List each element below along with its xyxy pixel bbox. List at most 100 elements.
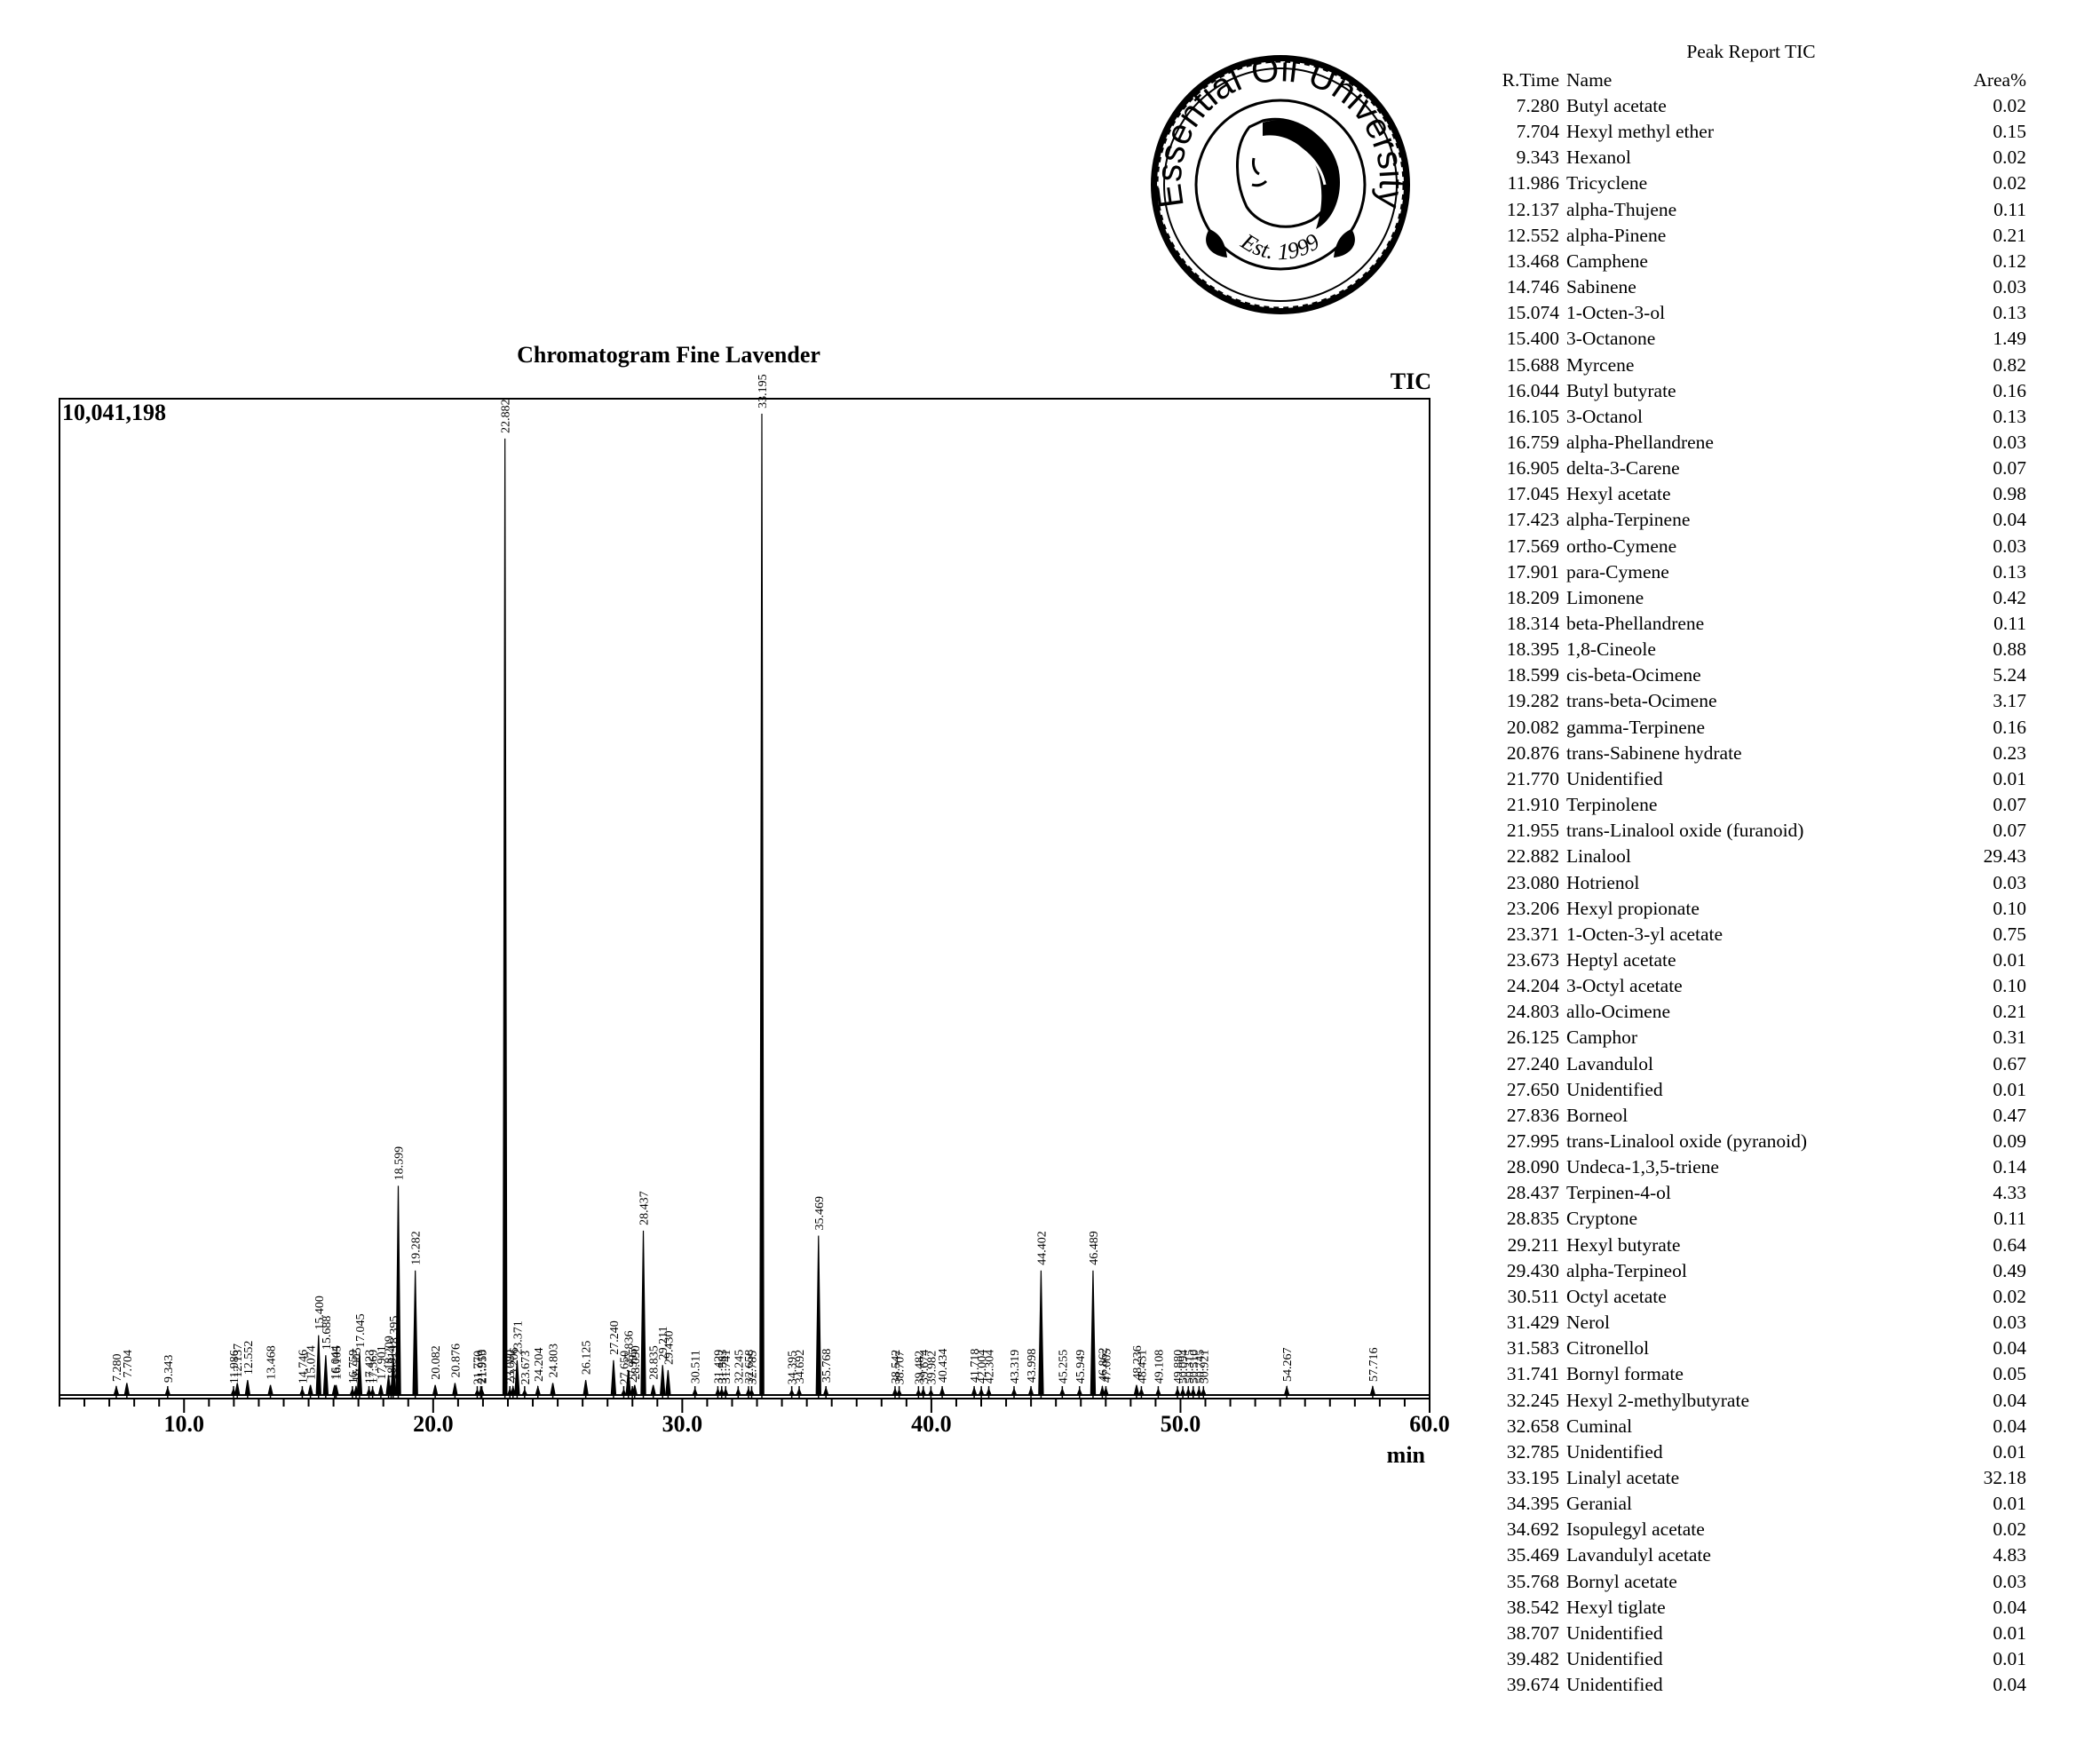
peak-label: 38.707 [894,1351,907,1384]
peak-label: 18.599 [393,1146,407,1181]
peak-label: 20.876 [449,1344,463,1378]
row-rtime: 16.759 [1506,431,1559,453]
row-rtime: 28.437 [1506,1182,1559,1204]
row-area: 29.43 [1983,845,2026,868]
row-area: 0.21 [1993,224,2026,246]
row-area: 0.03 [1993,276,2026,298]
row-area: 0.02 [1993,95,2026,116]
peak-label: 50.921 [1198,1350,1211,1384]
row-name: Myrcene [1566,353,1635,376]
row-rtime: 17.423 [1506,509,1559,531]
row-area: 0.64 [1993,1233,2026,1256]
row-name: Hexanol [1566,147,1631,169]
row-name: Hotrienol [1566,871,1640,893]
peak-report-title: Peak Report TIC [1686,41,1816,62]
x-tick-label: 10.0 [164,1411,205,1437]
row-area: 0.01 [1993,1621,2026,1644]
peak-label: 32.245 [733,1350,746,1384]
peak-label: 18.209 [384,1336,397,1370]
row-name: Sabinene [1566,276,1636,298]
row-rtime: 14.746 [1506,276,1559,298]
row-rtime: 23.371 [1506,923,1559,945]
peak-label: 17.901 [376,1345,389,1380]
row-area: 0.67 [1993,1052,2026,1074]
peak-report-row: 28.835 Cryptone 0.11 [1476,1206,2026,1232]
row-name: Butyl acetate [1566,95,1667,116]
peak-label: 49.880 [1172,1350,1185,1384]
row-rtime: 34.395 [1506,1493,1559,1515]
peak-report-row: 18.209 Limonene 0.42 [1476,585,2026,611]
row-rtime: 31.583 [1506,1337,1559,1360]
row-name: delta-3-Carene [1566,457,1680,480]
x-axis-ticks: 10.0 20.0 30.0 40.0 50.0 60.0 [59,1399,1450,1437]
header-rtime: R.Time [1502,69,1559,91]
row-name: Unidentified [1566,1621,1663,1644]
peak-label: 42.304 [984,1350,997,1384]
row-rtime: 39.674 [1506,1674,1559,1696]
row-area: 0.04 [1993,1674,2026,1696]
row-area: 0.04 [1993,509,2026,531]
peak-label: 23.371 [511,1320,525,1355]
row-area: 0.07 [1993,794,2026,816]
peak-report-row: 15.074 1-Octen-3-ol 0.13 [1476,300,2026,326]
peak-label: 21.770 [472,1351,485,1385]
row-name: Camphor [1566,1027,1638,1049]
row-name: Hexyl butyrate [1566,1233,1681,1256]
peak-label: 34.395 [787,1351,800,1385]
row-name: gamma-Terpinene [1566,716,1706,738]
peak-label: 57.716 [1367,1348,1381,1383]
row-name: Linalyl acetate [1566,1466,1680,1488]
row-rtime: 27.995 [1506,1130,1559,1152]
row-name: allo-Ocimene [1566,1001,1671,1023]
peak-report-row: 29.430 alpha-Terpineol 0.49 [1476,1258,2026,1284]
peak-report-row: 34.395 Geranial 0.01 [1476,1491,2026,1517]
peak-report-row: 19.282 trans-beta-Ocimene 3.17 [1476,688,2026,714]
peak-report-row: 11.986 Tricyclene 0.02 [1476,170,2026,196]
row-rtime: 17.901 [1506,560,1559,583]
row-rtime: 28.835 [1506,1208,1559,1230]
row-name: Terpinen-4-ol [1566,1182,1671,1204]
peak-report-row: 27.650 Unidentified 0.01 [1476,1077,2026,1103]
row-rtime: 23.206 [1506,897,1559,919]
row-rtime: 26.125 [1506,1027,1559,1049]
peak-label: 17.569 [368,1350,381,1384]
peak-label: 31.429 [712,1350,725,1384]
peak-label: 23.080 [504,1350,518,1384]
peak-label: 34.692 [794,1350,807,1384]
peak-report-row: 26.125 Camphor 0.31 [1476,1025,2026,1050]
peak-label: 18.395 [388,1316,401,1351]
row-name: Unidentified [1566,1440,1663,1463]
row-area: 0.47 [1993,1104,2026,1126]
peak-report-row: 35.768 Bornyl acetate 0.03 [1476,1569,2026,1595]
row-area: 5.24 [1993,664,2026,686]
peak-label: 28.090 [630,1345,643,1380]
peak-label: 16.044 [329,1345,343,1380]
face-illustration [1236,117,1341,229]
peak-report-row: 28.437 Terpinen-4-ol 4.33 [1476,1180,2026,1206]
row-rtime: 17.569 [1506,535,1559,557]
row-rtime: 23.080 [1506,871,1559,893]
row-name: Unidentified [1566,1078,1663,1100]
peak-label: 26.125 [581,1341,594,1375]
peak-label: 11.986 [228,1350,242,1383]
peak-report-row: 18.599 cis-beta-Ocimene 5.24 [1476,662,2026,688]
peak-report-row: 14.746 Sabinene 0.03 [1476,274,2026,300]
row-name: Butyl butyrate [1566,379,1676,401]
row-area: 0.05 [1993,1363,2026,1385]
row-name: cis-beta-Ocimene [1566,664,1701,686]
row-area: 32.18 [1983,1466,2026,1488]
peak-label: 31.583 [717,1350,730,1384]
row-area: 0.88 [1993,638,2026,661]
peak-report-row: 29.211 Hexyl butyrate 0.64 [1476,1233,2026,1258]
peak-label: 22.882 [500,399,513,433]
row-rtime: 34.692 [1506,1518,1559,1541]
peak-label: 32.658 [743,1350,757,1384]
row-name: Undeca-1,3,5-triene [1566,1156,1719,1178]
row-rtime: 35.469 [1506,1544,1559,1566]
row-name: alpha-Pinene [1566,224,1667,246]
row-name: Bornyl formate [1566,1363,1684,1385]
peak-label: 21.910 [475,1350,488,1384]
row-area: 0.15 [1993,121,2026,143]
peak-label: 9.343 [162,1355,176,1383]
row-area: 0.04 [1993,1415,2026,1437]
